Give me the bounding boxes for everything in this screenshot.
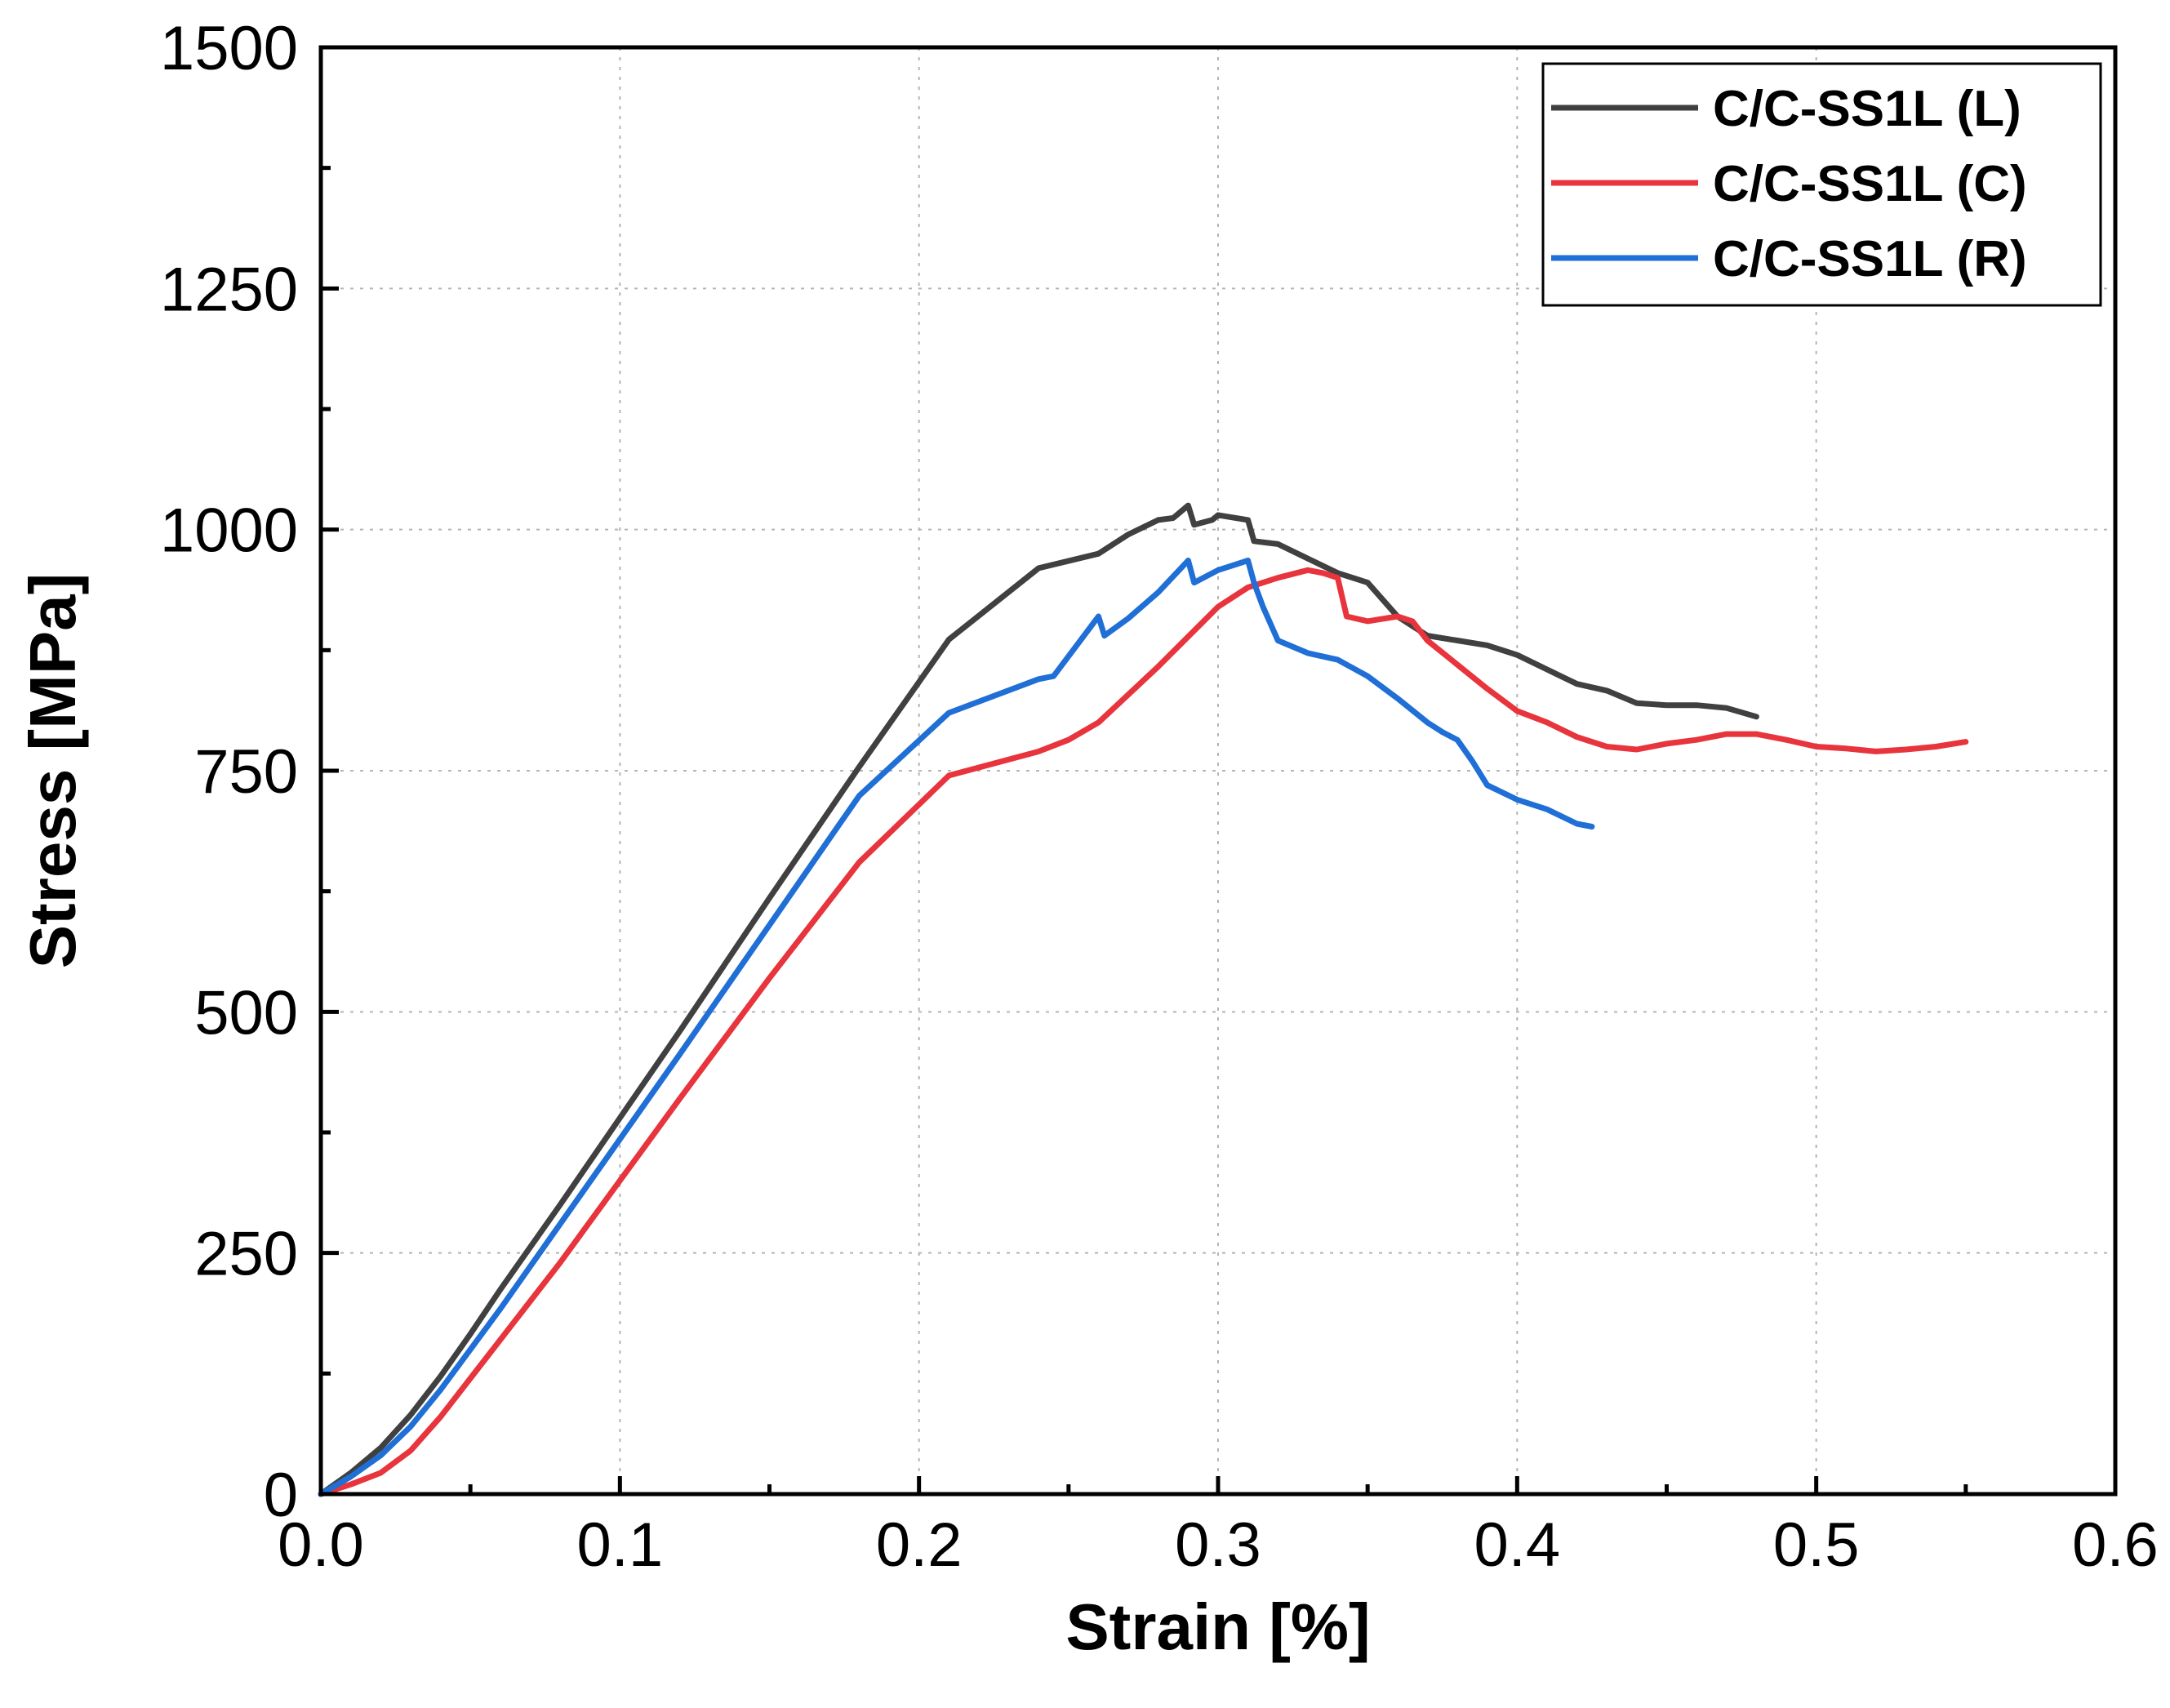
y-tick-label: 250 xyxy=(194,1220,298,1289)
x-tick-label: 0.5 xyxy=(1773,1510,1860,1580)
x-tick-label: 0.6 xyxy=(2072,1510,2159,1580)
series-line-2 xyxy=(318,567,1969,1497)
x-axis-title: Strain [%] xyxy=(1065,1590,1370,1663)
y-tick-labels: 0 250 500 750 1000 1250 1500 xyxy=(160,14,298,1530)
y-axis-title: Stress [MPa] xyxy=(16,573,89,969)
legend: C/C-SS1L (L) C/C-SS1L (C) C/C-SS1L (R) xyxy=(1541,62,2102,307)
series-layer xyxy=(318,502,1969,1497)
y-tick-label: 1250 xyxy=(160,255,298,324)
y-tick-label: 0 xyxy=(264,1461,298,1530)
x-tick-labels: 0.0 0.1 0.2 0.3 0.4 0.5 0.6 xyxy=(278,1510,2159,1580)
series-line-1 xyxy=(318,502,1759,1497)
y-tick-label: 1000 xyxy=(160,496,298,566)
plot-frame xyxy=(318,45,2118,1497)
y-tick-label: 750 xyxy=(194,737,298,807)
series-line-3 xyxy=(318,558,1595,1497)
x-tick-label: 0.4 xyxy=(1474,1510,1561,1580)
y-tick-label: 1500 xyxy=(160,14,298,83)
grid-layer xyxy=(321,47,2115,1494)
y-tick-label: 500 xyxy=(194,978,298,1047)
legend-label-3: C/C-SS1L (R) xyxy=(1713,231,2027,287)
legend-label-1: C/C-SS1L (L) xyxy=(1713,81,2021,137)
x-tick-label: 0.2 xyxy=(876,1510,963,1580)
legend-entries: C/C-SS1L (L) C/C-SS1L (C) C/C-SS1L (R) xyxy=(1551,81,2027,287)
x-tick-label: 0.3 xyxy=(1175,1510,1261,1580)
legend-label-2: C/C-SS1L (C) xyxy=(1713,156,2027,212)
x-tick-label: 0.0 xyxy=(278,1510,364,1580)
x-tick-label: 0.1 xyxy=(577,1510,664,1580)
